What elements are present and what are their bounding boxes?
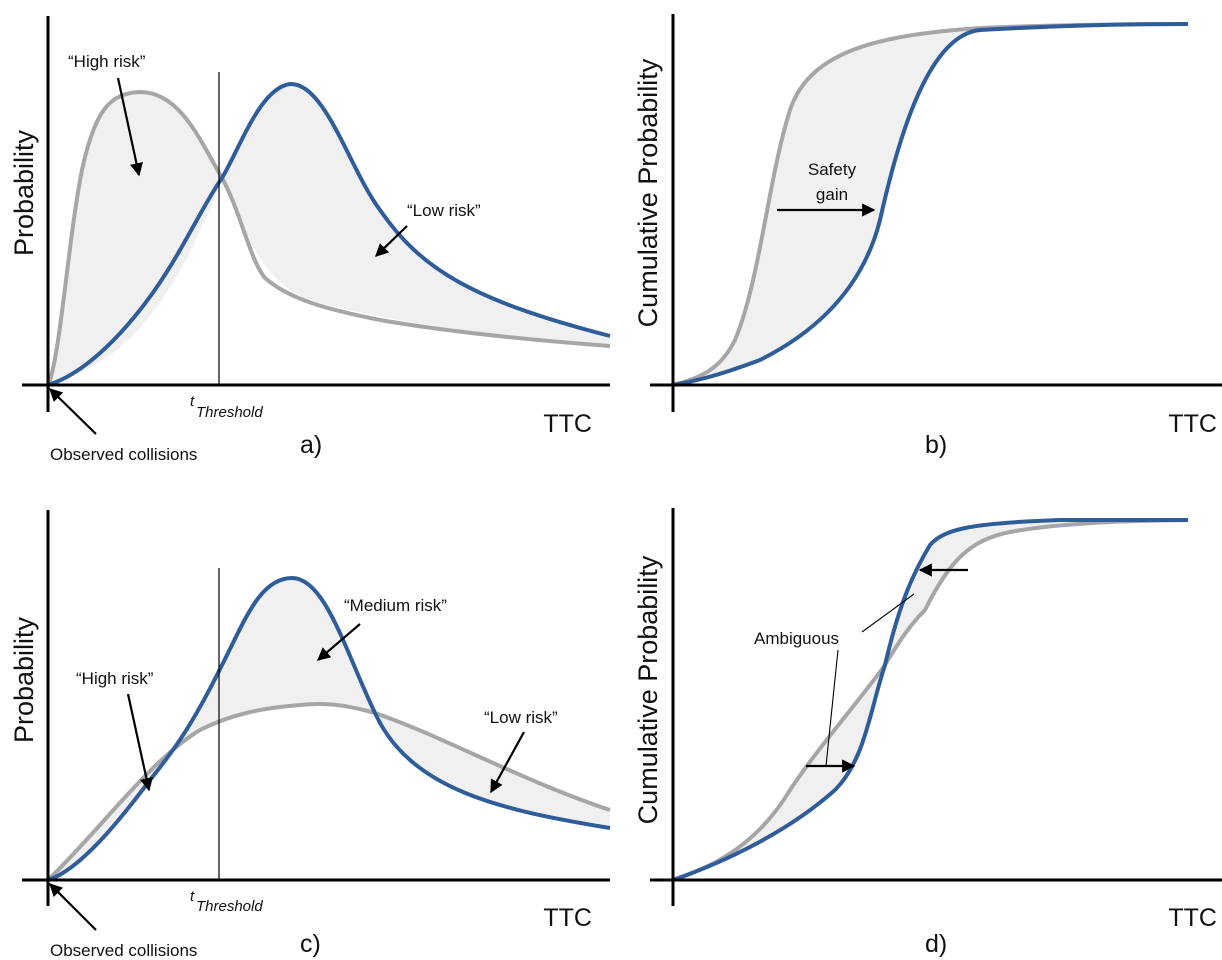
- panel-b-gain-label-line1: Safety: [808, 160, 857, 179]
- panel-b-gain-label-line2: gain: [816, 185, 848, 204]
- panel-c-panel-label: c): [300, 930, 321, 958]
- panel-c-low-risk-arrow: [490, 731, 525, 794]
- panel-c-threshold-label-sub: Threshold: [196, 898, 263, 915]
- panel-c-threshold-label: t: [190, 888, 195, 905]
- panel-a-high-risk-label: “High risk”: [68, 52, 146, 71]
- panel-a-collisions-arrow: [49, 388, 97, 435]
- panel-d-y-label: Cumulative Probability: [633, 555, 663, 824]
- panel-c-medium-risk-arrow: [316, 623, 361, 661]
- panel-b-curve-compared: [672, 22, 1189, 387]
- panel-a: Probability TTC a) t Threshold “High ris…: [9, 16, 611, 464]
- panel-b-y-label: Cumulative Probability: [633, 58, 663, 327]
- panel-d-curve-compared: [672, 518, 1188, 882]
- panel-a-curve-compared: [47, 81, 611, 387]
- panel-b-panel-label: b): [925, 431, 947, 459]
- panel-d-x-label: TTC: [1168, 904, 1217, 932]
- panel-b-shaded-area: [673, 24, 1188, 385]
- panel-a-shaded-area: [48, 83, 610, 385]
- panel-d-shaded-area-lower: [673, 665, 885, 880]
- panel-a-collisions-label: Observed collisions: [50, 445, 197, 464]
- panel-c-collisions-label: Observed collisions: [50, 941, 197, 960]
- panel-a-threshold-label: t: [190, 393, 195, 410]
- panel-c-collisions-arrow: [49, 883, 97, 931]
- panel-c-y-label: Probability: [9, 616, 39, 743]
- panel-d: Cumulative Probability TTC d) Ambiguous: [633, 508, 1222, 958]
- panel-d-panel-label: d): [925, 930, 947, 958]
- panel-c: Probability TTC c) t Threshold “High ris…: [9, 510, 611, 960]
- panel-d-ambiguous-label: Ambiguous: [754, 629, 839, 648]
- panel-a-low-risk-arrow: [375, 225, 408, 257]
- panel-a-high-risk-arrow: [116, 77, 143, 177]
- panel-a-low-risk-label: “Low risk”: [407, 201, 481, 220]
- panel-a-x-label: TTC: [543, 410, 592, 438]
- panel-a-panel-label: a): [300, 431, 322, 459]
- panel-c-medium-risk-label: “Medium risk”: [344, 596, 447, 615]
- panel-c-high-risk-arrow: [126, 693, 153, 792]
- panel-d-ambiguous-leader-upper: [861, 593, 915, 633]
- panel-c-high-risk-label: “High risk”: [76, 669, 154, 688]
- panel-d-ambiguous-leader-lower: [825, 649, 839, 767]
- panel-a-threshold-label-sub: Threshold: [196, 404, 263, 421]
- panel-b-x-label: TTC: [1168, 410, 1217, 438]
- panel-d-curve-reference: [672, 518, 1189, 882]
- panel-c-x-label: TTC: [543, 904, 592, 932]
- panel-c-curve-reference: [46, 701, 611, 882]
- panel-c-shaded-area: [48, 578, 610, 880]
- panel-b: Cumulative Probability TTC b) Safety gai…: [633, 14, 1222, 459]
- panel-c-low-risk-label: “Low risk”: [484, 708, 558, 727]
- panel-a-y-label: Probability: [9, 129, 39, 256]
